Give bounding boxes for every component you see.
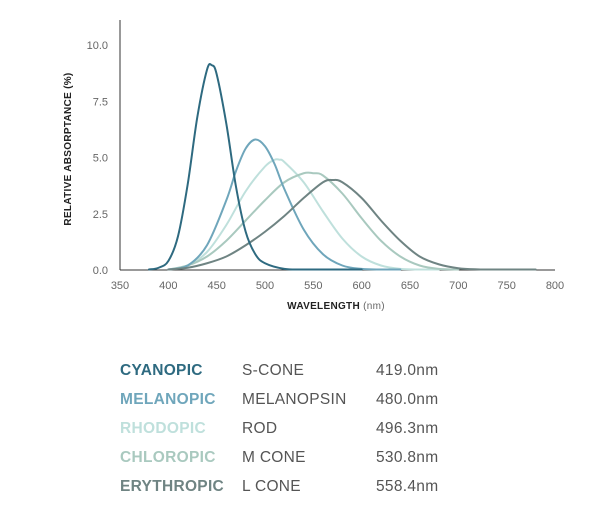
x-axis-title: WAVELENGTH (nm) xyxy=(287,301,385,312)
absorptance-chart: 350 400 450 500 550 600 650 700 750 800 0.0 2.5 5.0… xyxy=(63,20,564,312)
legend-peak-wavelength: 480.0nm xyxy=(376,391,439,409)
y-tick-label: 7.5 xyxy=(93,96,108,108)
legend-photoreceptor-name: MELANOPIC xyxy=(120,391,216,409)
legend-row: CYANOPIC S-CONE 419.0nm xyxy=(120,357,438,386)
x-tick-label: 650 xyxy=(401,280,419,292)
legend-cell-type: M CONE xyxy=(242,448,306,466)
legend-peak-wavelength: 558.4nm xyxy=(376,477,439,495)
series-lines xyxy=(148,62,537,271)
legend-table: CYANOPIC S-CONE 419.0nm MELANOPIC MELANOPSIN… xyxy=(120,357,438,501)
legend-row: CHLOROPIC M CONE 530.8nm xyxy=(120,443,438,472)
y-axis-title: RELATIVE ABSORPTANCE (%) xyxy=(63,72,74,225)
legend-photoreceptor-name: CHLOROPIC xyxy=(120,448,216,466)
x-tick-label: 550 xyxy=(304,280,322,292)
legend-row: ERYTHROPIC L CONE 558.4nm xyxy=(120,472,438,501)
x-axis-label: WAVELENGTH xyxy=(287,301,360,312)
x-tick-label: 400 xyxy=(159,280,177,292)
legend-row: MELANOPIC MELANOPSIN 480.0nm xyxy=(120,386,438,415)
x-tick-label: 350 xyxy=(111,280,129,292)
x-tick-label: 500 xyxy=(256,280,274,292)
series-line-erythropic xyxy=(167,178,537,271)
x-tick-label: 750 xyxy=(497,280,515,292)
legend-peak-wavelength: 496.3nm xyxy=(376,419,439,437)
x-tick-labels: 350 400 450 500 550 600 650 700 750 800 xyxy=(111,280,564,292)
series-line-chloropic xyxy=(167,171,460,271)
legend-peak-wavelength: 419.0nm xyxy=(376,362,439,380)
x-tick-label: 450 xyxy=(207,280,225,292)
y-tick-labels: 0.0 2.5 5.0 7.5 10.0 xyxy=(87,40,108,277)
x-tick-label: 800 xyxy=(546,280,564,292)
x-tick-label: 600 xyxy=(352,280,370,292)
legend-peak-wavelength: 530.8nm xyxy=(376,448,439,466)
legend-cell-type: MELANOPSIN xyxy=(242,391,347,409)
y-tick-label: 5.0 xyxy=(93,153,108,165)
legend-photoreceptor-name: CYANOPIC xyxy=(120,362,203,380)
legend-photoreceptor-name: RHODOPIC xyxy=(120,419,206,437)
y-tick-label: 10.0 xyxy=(87,40,108,52)
y-tick-label: 0.0 xyxy=(93,265,108,277)
series-line-rhodopic xyxy=(167,158,440,271)
legend-cell-type: S-CONE xyxy=(242,362,305,380)
series-line-melanopic xyxy=(167,138,402,271)
legend-row: RHODOPIC ROD 496.3nm xyxy=(120,415,438,444)
x-axis-unit: (nm) xyxy=(363,301,385,312)
legend-photoreceptor-name: ERYTHROPIC xyxy=(120,477,225,495)
legend-cell-type: ROD xyxy=(242,419,278,437)
series-line-cyanopic xyxy=(148,62,363,271)
y-tick-label: 2.5 xyxy=(93,209,108,221)
x-tick-label: 700 xyxy=(449,280,467,292)
legend-cell-type: L CONE xyxy=(242,477,301,495)
